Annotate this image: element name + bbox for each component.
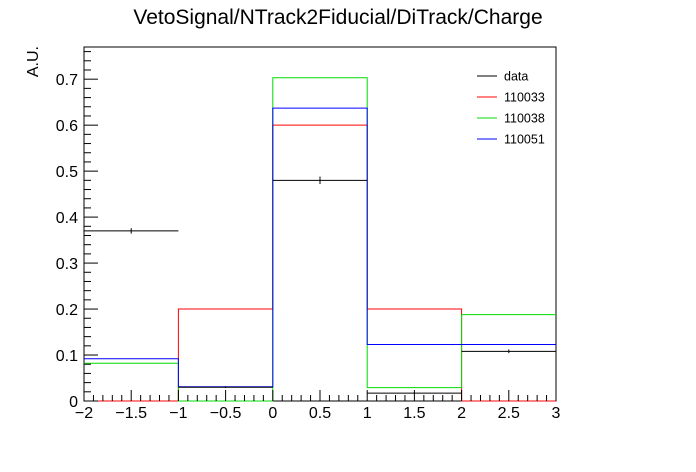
legend-label-110051: 110051: [504, 133, 545, 147]
x-tick-label: 0: [268, 405, 277, 422]
x-tick-label: 2.5: [498, 405, 520, 422]
series-line-110051: [84, 107, 556, 388]
x-tick-label: 1.5: [403, 405, 425, 422]
y-tick-label: 0.3: [56, 256, 78, 273]
x-tick-label: 1: [363, 405, 372, 422]
x-tick-label: −1: [169, 405, 187, 422]
plot-area: −2 −1.5 −1 −0.5 0 0.5 1 1.5 2 2.5 3 0 0.1 0.2 0.3 0.4 0.…: [56, 46, 561, 422]
y-tick-label: 0.2: [56, 302, 78, 319]
legend-label-110038: 110038: [504, 112, 545, 126]
x-tick-label: 2: [457, 405, 466, 422]
legend: data 110033 110038 110051: [477, 70, 545, 147]
x-tick-label: 0.5: [309, 405, 331, 422]
legend-label-data: data: [504, 70, 528, 84]
chart-title: VetoSignal/NTrack2Fiducial/DiTrack/Charg…: [133, 6, 542, 29]
y-tick-label: 0.7: [56, 72, 78, 89]
x-tick-label: −1.5: [115, 405, 147, 422]
y-tick-label: 0.4: [56, 210, 78, 227]
y-tick-label: 0.5: [56, 164, 78, 181]
y-axis-title: A.U.: [25, 46, 42, 77]
y-tick-label: 0.6: [56, 118, 78, 135]
y-tick-label: 0.1: [56, 348, 78, 365]
x-tick-label: −0.5: [210, 405, 242, 422]
legend-label-110033: 110033: [504, 91, 545, 105]
y-tick-label: 0: [69, 394, 78, 411]
x-tick-label: 3: [552, 405, 561, 422]
x-tick-label: −2: [75, 405, 93, 422]
